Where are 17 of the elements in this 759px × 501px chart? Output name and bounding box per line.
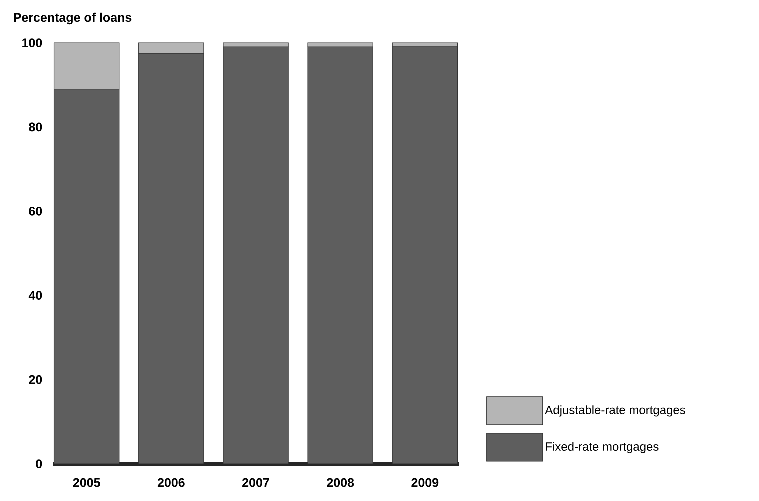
- bar: [223, 46, 289, 464]
- y-tick-label: 60: [29, 206, 42, 216]
- x-tick-label: 2008: [327, 478, 354, 488]
- x-tick-label: 2005: [73, 478, 100, 488]
- legend-label: Fixed-rate mortgages: [546, 442, 659, 454]
- x-tick-label: 2006: [158, 478, 185, 488]
- y-tick-label: 80: [29, 122, 42, 132]
- y-axis-title: Percentage of loans: [14, 12, 132, 25]
- x-tick-label: 2009: [412, 478, 439, 488]
- x-tick-label: 2007: [242, 478, 270, 488]
- bar: [392, 46, 458, 464]
- y-tick-label: 20: [29, 375, 42, 384]
- y-tick-label: 100: [22, 38, 42, 48]
- legend-label: Adjustable-rate mortgages: [545, 406, 686, 417]
- bar: [308, 46, 374, 464]
- y-tick-label: 40: [28, 291, 42, 300]
- y-tick-label: 0: [36, 460, 42, 468]
